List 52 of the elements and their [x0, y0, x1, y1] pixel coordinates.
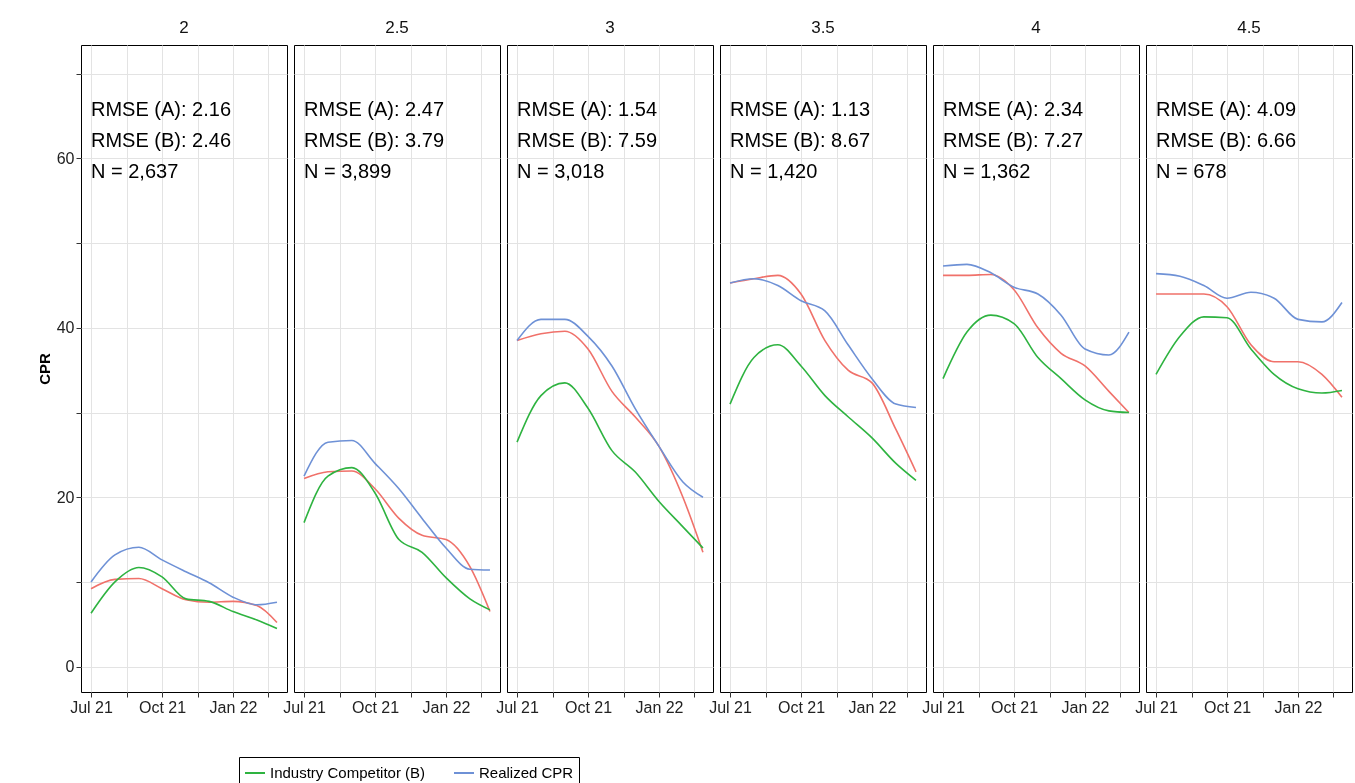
annotation: N = 3,899: [304, 160, 392, 182]
y-tick-label: 60: [56, 149, 75, 167]
x-tick-label: Jan 22: [1274, 698, 1323, 716]
annotation: RMSE (A): 2.16: [91, 98, 232, 120]
y-tick-label: 20: [56, 488, 75, 506]
annotation: N = 1,362: [943, 160, 1031, 182]
annotation: RMSE (B): 6.66: [1156, 129, 1297, 151]
x-tick-label: Jan 22: [422, 698, 471, 716]
x-tick-label: Oct 21: [777, 698, 826, 716]
x-tick-label: Jul 21: [709, 698, 752, 716]
chart-title: 4: [1031, 18, 1041, 37]
annotation: RMSE (B): 8.67: [730, 129, 871, 151]
annotation: N = 3,018: [517, 160, 605, 182]
annotation: RMSE (B): 7.59: [517, 129, 658, 151]
annotation: RMSE (A): 1.13: [730, 98, 871, 120]
x-tick-label: Oct 21: [138, 698, 187, 716]
annotation: RMSE (A): 1.54: [517, 98, 658, 120]
annotation: N = 678: [1156, 160, 1227, 182]
annotation: RMSE (A): 2.47: [304, 98, 445, 120]
x-tick-label: Oct 21: [1203, 698, 1252, 716]
x-tick-label: Jul 21: [496, 698, 539, 716]
x-tick-label: Oct 21: [351, 698, 400, 716]
annotation: RMSE (B): 7.27: [943, 129, 1084, 151]
legend-label: Industry Competitor (B): [270, 764, 426, 781]
annotation: N = 2,637: [91, 160, 179, 182]
chart-title: 2: [179, 18, 189, 37]
x-tick-label: Oct 21: [564, 698, 613, 716]
chart-title: 3.5: [811, 18, 835, 37]
y-tick-label: 0: [65, 658, 75, 676]
x-tick-label: Jan 22: [635, 698, 684, 716]
annotation: RMSE (B): 2.46: [91, 129, 232, 151]
x-tick-label: Jul 21: [1135, 698, 1178, 716]
chart-title: 3: [605, 18, 615, 37]
chart-title: 4.5: [1237, 18, 1261, 37]
line-series: [90, 566, 278, 630]
annotation: RMSE (B): 3.79: [304, 129, 445, 151]
x-tick-label: Jul 21: [922, 698, 965, 716]
legend-label: Realized CPR: [479, 764, 574, 781]
x-tick-label: Jan 22: [209, 698, 258, 716]
chart-title: 2.5: [385, 18, 409, 37]
x-tick-label: Jan 22: [848, 698, 897, 716]
x-tick-label: Jan 22: [1061, 698, 1110, 716]
line-series: [90, 577, 278, 624]
x-tick-label: Oct 21: [990, 698, 1039, 716]
line-series: [90, 546, 278, 606]
x-tick-label: Jul 21: [283, 698, 326, 716]
y-tick-label: 40: [56, 319, 75, 337]
annotation: RMSE (A): 2.34: [943, 98, 1084, 120]
x-tick-label: Jul 21: [70, 698, 113, 716]
y-axis-title: CPR: [35, 353, 53, 385]
annotation: RMSE (A): 4.09: [1156, 98, 1297, 120]
annotation: N = 1,420: [730, 160, 818, 182]
